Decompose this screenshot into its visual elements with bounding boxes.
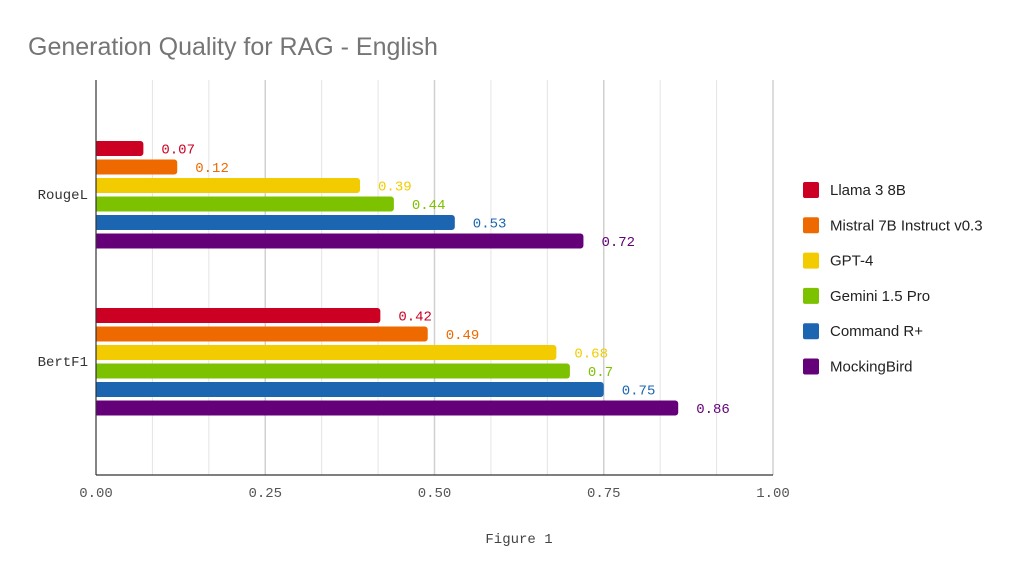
x-tick-label: 0.50 xyxy=(418,486,452,502)
bar xyxy=(96,326,428,342)
x-tick-label: 0.25 xyxy=(248,486,282,502)
bar xyxy=(96,345,557,360)
chart-title: Generation Quality for RAG - English xyxy=(28,33,438,61)
x-tick-label: 0.00 xyxy=(79,486,113,502)
legend-swatch xyxy=(803,252,819,269)
x-tick-label: 1.00 xyxy=(756,486,790,502)
legend-swatch xyxy=(803,217,819,234)
data-label: 0.75 xyxy=(622,384,656,400)
x-axis-label: Figure 1 xyxy=(485,532,552,548)
x-tick-label: 0.75 xyxy=(587,486,621,502)
legend-swatch xyxy=(803,287,819,304)
bar xyxy=(96,178,361,193)
bar xyxy=(96,382,604,397)
bar xyxy=(96,141,144,156)
legend-label: Command R+ xyxy=(830,323,923,340)
legend-swatch xyxy=(803,358,819,375)
bar xyxy=(95,159,178,175)
data-label: 0.12 xyxy=(195,161,229,177)
legend-label: Mistral 7B Instruct v0.3 xyxy=(830,217,983,234)
data-label: 0.49 xyxy=(446,328,480,344)
data-label: 0.42 xyxy=(398,310,432,326)
legend-swatch xyxy=(803,182,819,198)
legend-label: MockingBird xyxy=(830,359,913,376)
legend-label: Gemini 1.5 Pro xyxy=(830,288,930,305)
legend-label: GPT-4 xyxy=(830,253,873,270)
category-label: RougeL xyxy=(38,188,88,204)
data-label: 0.39 xyxy=(378,180,412,196)
data-label: 0.68 xyxy=(574,347,608,363)
bar xyxy=(96,308,381,323)
data-label: 0.07 xyxy=(161,143,195,159)
data-label: 0.7 xyxy=(588,365,613,381)
data-label: 0.86 xyxy=(696,402,730,418)
bar xyxy=(96,215,455,230)
category-label: BertF1 xyxy=(38,355,88,371)
legend-swatch xyxy=(803,323,819,340)
bar xyxy=(96,400,679,416)
bar xyxy=(96,233,584,249)
data-label: 0.44 xyxy=(412,198,446,214)
legend-label: Llama 3 8B xyxy=(830,182,906,199)
data-label: 0.72 xyxy=(601,235,635,251)
data-label: 0.53 xyxy=(473,217,507,233)
bar xyxy=(96,196,394,212)
bar xyxy=(96,363,570,379)
